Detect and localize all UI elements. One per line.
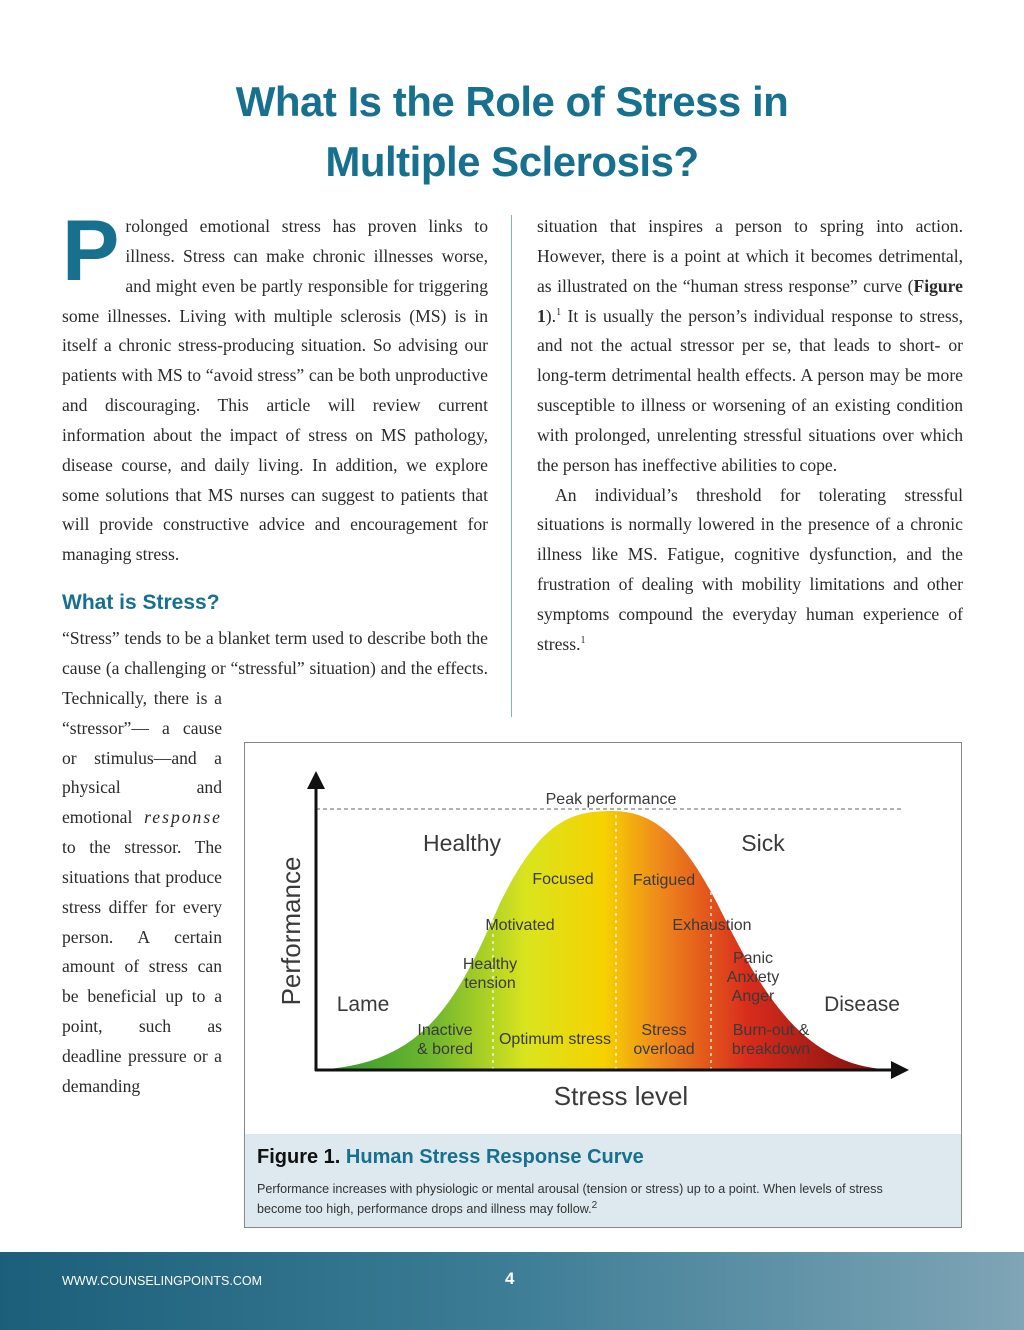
emphasis: response	[144, 807, 222, 828]
label-line: overload	[633, 1041, 694, 1058]
diagram-label: Performance	[276, 857, 306, 1006]
diagram-label: Motivated	[485, 917, 554, 934]
label-line: & bored	[417, 1041, 473, 1058]
paragraph-text: ).	[545, 305, 557, 326]
figure-title: Human Stress Response Curve	[345, 1146, 644, 1168]
paragraph-text: “Stress” tends to be a blanket term used…	[62, 628, 488, 828]
paragraph-text: to the stressor. The situations that pro…	[62, 837, 222, 1096]
figure-number: Figure 1.	[257, 1146, 341, 1168]
x-axis-arrow	[891, 1061, 909, 1079]
citation: 1	[556, 306, 562, 318]
page-number: 4	[505, 1269, 515, 1288]
stress-curve-diagram: Peak performance Healthy Sick Focused Fatigu…	[276, 771, 909, 1111]
label-line: breakdown	[732, 1041, 810, 1058]
diagram-label: Panic Anxiety Anger	[727, 950, 779, 1005]
label-line: Healthy	[423, 830, 501, 856]
label-line: Panic	[733, 950, 773, 967]
diagram-label: Healthy	[423, 830, 501, 856]
label-line: Stress	[641, 1022, 686, 1039]
intro-text: rolonged emotional stress has proven lin…	[62, 216, 488, 565]
label-line: Exhaustion	[672, 917, 751, 934]
paragraph-text: situation that inspires a person to spri…	[537, 216, 963, 296]
curve-area	[326, 811, 881, 1069]
diagram-label: Peak performance	[546, 791, 677, 808]
paragraph-text: It is usually the person’s individual re…	[537, 305, 963, 475]
diagram-label: Lame	[337, 993, 390, 1016]
diagram-label: Inactive & bored	[417, 1022, 473, 1058]
footer-url[interactable]: WWW.COUNSELINGPOINTS.COM	[62, 1274, 262, 1288]
label-line: Anger	[732, 988, 775, 1005]
diagram-label: Burn-out & breakdown	[732, 1022, 810, 1058]
label-line: Lame	[337, 993, 390, 1016]
citation: 1	[580, 634, 586, 646]
label-line: Disease	[824, 993, 900, 1016]
diagram-label: Optimum stress	[499, 1031, 611, 1048]
label-line: Optimum stress	[499, 1031, 611, 1048]
right-column: situation that inspires a person to spri…	[537, 212, 963, 660]
figure-reference[interactable]: Figure 1	[537, 275, 963, 326]
stress-paragraph-continued: situation that inspires a person to spri…	[537, 212, 963, 481]
column-divider	[511, 215, 512, 717]
diagram-label: Fatigued	[633, 872, 695, 889]
title: What Is the Role of Stress in Multiple S…	[235, 78, 789, 185]
label-line: Stress level	[554, 1081, 688, 1111]
citation: 2	[591, 1199, 598, 1211]
caption-text: Performance increases with physiologic o…	[257, 1179, 907, 1219]
caption-title: Figure 1. Human Stress Response Curve	[257, 1146, 644, 1169]
label-line: Peak performance	[546, 791, 677, 808]
label-line: Focused	[532, 871, 593, 888]
diagram-label: Exhaustion	[672, 917, 751, 934]
caption-body: Performance increases with physiologic o…	[257, 1182, 883, 1216]
diagram-label: Disease	[824, 993, 900, 1016]
label-line: Healthy	[463, 956, 517, 973]
diagram-label: Focused	[532, 871, 593, 888]
figure-caption: Figure 1. Human Stress Response Curve Pe…	[245, 1134, 961, 1227]
label-line: Fatigued	[633, 872, 695, 889]
label-line: tension	[464, 975, 516, 992]
label-line: Burn-out &	[733, 1022, 810, 1039]
figure: Peak performance Healthy Sick Focused Fatigu…	[244, 742, 962, 1228]
diagram-label: Sick	[741, 830, 785, 856]
y-axis-arrow	[307, 771, 325, 789]
label-line: Inactive	[417, 1022, 472, 1039]
diagram-label: Stress overload	[633, 1022, 694, 1058]
stress-paragraph: “Stress” tends to be a blanket term used…	[62, 624, 488, 1102]
diagram-label: Healthy tension	[463, 956, 517, 992]
section-heading: What is Stress?	[62, 591, 220, 615]
label-line: Sick	[741, 830, 785, 856]
label-line: Anxiety	[727, 969, 779, 986]
label-line: Performance	[276, 857, 306, 1006]
drop-cap: P	[62, 203, 120, 299]
label-line: Motivated	[485, 917, 554, 934]
threshold-paragraph: An individual’s threshold for tolerating…	[537, 481, 963, 660]
diagram-label: Stress level	[554, 1081, 688, 1111]
paragraph-text: An individual’s threshold for tolerating…	[537, 484, 963, 654]
footer: WWW.COUNSELINGPOINTS.COM 4	[0, 1252, 1024, 1330]
